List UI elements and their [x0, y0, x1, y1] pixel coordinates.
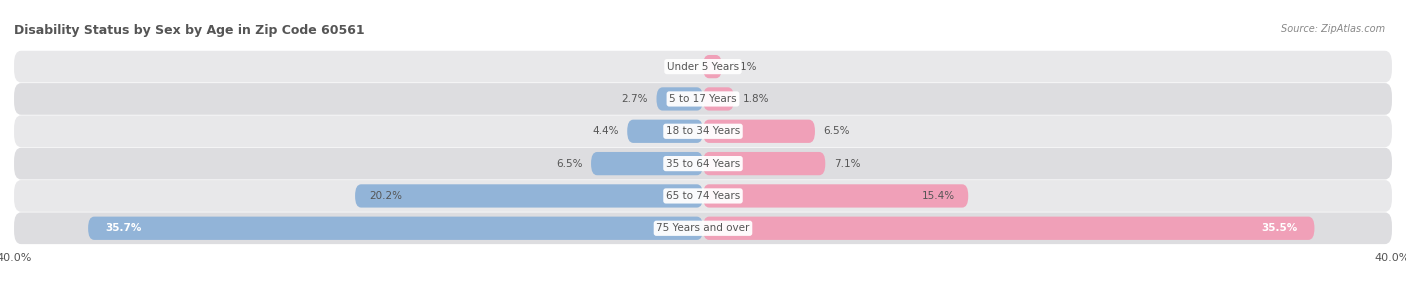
FancyBboxPatch shape	[703, 87, 734, 111]
FancyBboxPatch shape	[14, 212, 1392, 244]
Text: 75 Years and over: 75 Years and over	[657, 223, 749, 233]
Text: 7.1%: 7.1%	[834, 159, 860, 169]
Text: 5 to 17 Years: 5 to 17 Years	[669, 94, 737, 104]
Text: 35.7%: 35.7%	[105, 223, 142, 233]
Text: 18 to 34 Years: 18 to 34 Years	[666, 126, 740, 136]
FancyBboxPatch shape	[657, 87, 703, 111]
FancyBboxPatch shape	[89, 217, 703, 240]
FancyBboxPatch shape	[14, 116, 1392, 147]
FancyBboxPatch shape	[627, 120, 703, 143]
FancyBboxPatch shape	[14, 83, 1392, 115]
FancyBboxPatch shape	[703, 217, 1315, 240]
Text: Source: ZipAtlas.com: Source: ZipAtlas.com	[1281, 24, 1385, 34]
FancyBboxPatch shape	[14, 51, 1392, 82]
FancyBboxPatch shape	[703, 152, 825, 175]
FancyBboxPatch shape	[703, 55, 721, 78]
Text: 6.5%: 6.5%	[555, 159, 582, 169]
FancyBboxPatch shape	[356, 184, 703, 208]
Text: 1.8%: 1.8%	[742, 94, 769, 104]
FancyBboxPatch shape	[14, 180, 1392, 212]
Text: 6.5%: 6.5%	[824, 126, 851, 136]
Text: 20.2%: 20.2%	[368, 191, 402, 201]
Text: 1.1%: 1.1%	[731, 62, 756, 72]
FancyBboxPatch shape	[703, 120, 815, 143]
Text: Under 5 Years: Under 5 Years	[666, 62, 740, 72]
Text: 15.4%: 15.4%	[921, 191, 955, 201]
Text: 35.5%: 35.5%	[1261, 223, 1298, 233]
Text: 2.7%: 2.7%	[621, 94, 648, 104]
Text: Disability Status by Sex by Age in Zip Code 60561: Disability Status by Sex by Age in Zip C…	[14, 25, 364, 37]
Text: 35 to 64 Years: 35 to 64 Years	[666, 159, 740, 169]
FancyBboxPatch shape	[14, 148, 1392, 179]
FancyBboxPatch shape	[703, 184, 969, 208]
Text: 4.4%: 4.4%	[592, 126, 619, 136]
Text: 65 to 74 Years: 65 to 74 Years	[666, 191, 740, 201]
FancyBboxPatch shape	[591, 152, 703, 175]
Text: 0.0%: 0.0%	[668, 62, 695, 72]
